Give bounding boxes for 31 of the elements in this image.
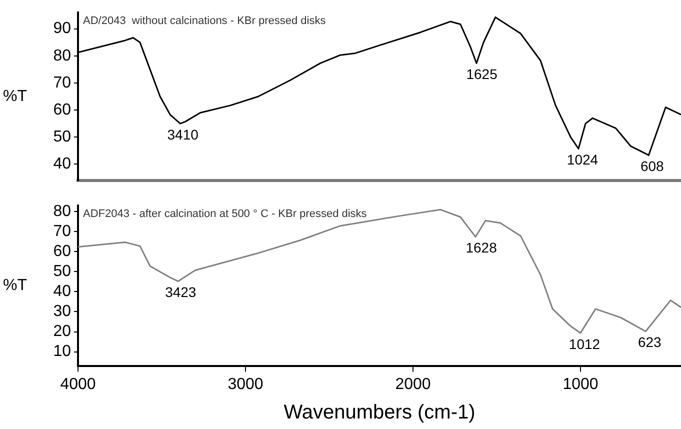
annotation: 3410 bbox=[167, 126, 199, 142]
y-tick-label: 80 bbox=[53, 47, 72, 64]
y-tick-label: 20 bbox=[53, 323, 72, 340]
chart-title: ADF2043 - after calcination at 500 ° C - KBr pressed disks bbox=[83, 208, 368, 220]
y-tick-label: 50 bbox=[53, 128, 72, 146]
x-tick-label: 4000 bbox=[60, 376, 96, 393]
annotation: 608 bbox=[640, 158, 664, 174]
y-tick-label: 60 bbox=[53, 101, 72, 118]
y-tick-label: 40 bbox=[53, 283, 72, 300]
annotation: 623 bbox=[638, 334, 662, 350]
y-axis-title: %T bbox=[3, 277, 28, 294]
chart-title: AD/2043 without calcinations - KBr pressed disks bbox=[83, 15, 326, 28]
y-tick-label: 70 bbox=[53, 223, 72, 240]
x-tick-label: 3000 bbox=[228, 376, 264, 393]
annotation: 1024 bbox=[566, 152, 598, 168]
y-tick-label: 10 bbox=[53, 343, 72, 360]
annotation: 1012 bbox=[568, 336, 600, 352]
x-tick-label: 2000 bbox=[395, 376, 431, 393]
y-tick-label: 50 bbox=[53, 263, 72, 280]
y-tick-label: 80 bbox=[53, 203, 72, 220]
y-tick-label: 30 bbox=[53, 303, 72, 320]
x-tick-label: 1000 bbox=[562, 376, 598, 393]
y-tick-label: 90 bbox=[53, 20, 72, 38]
y-tick-label: 70 bbox=[53, 74, 72, 92]
y-axis-title: %T bbox=[3, 88, 28, 105]
y-tick-label: 40 bbox=[53, 156, 72, 173]
annotation: 1625 bbox=[466, 66, 498, 82]
x-axis-title: Wavenumbers (cm-1) bbox=[284, 402, 476, 424]
y-tick-label: 60 bbox=[53, 243, 72, 260]
annotation: 3423 bbox=[165, 284, 196, 300]
annotation: 1628 bbox=[466, 240, 498, 256]
